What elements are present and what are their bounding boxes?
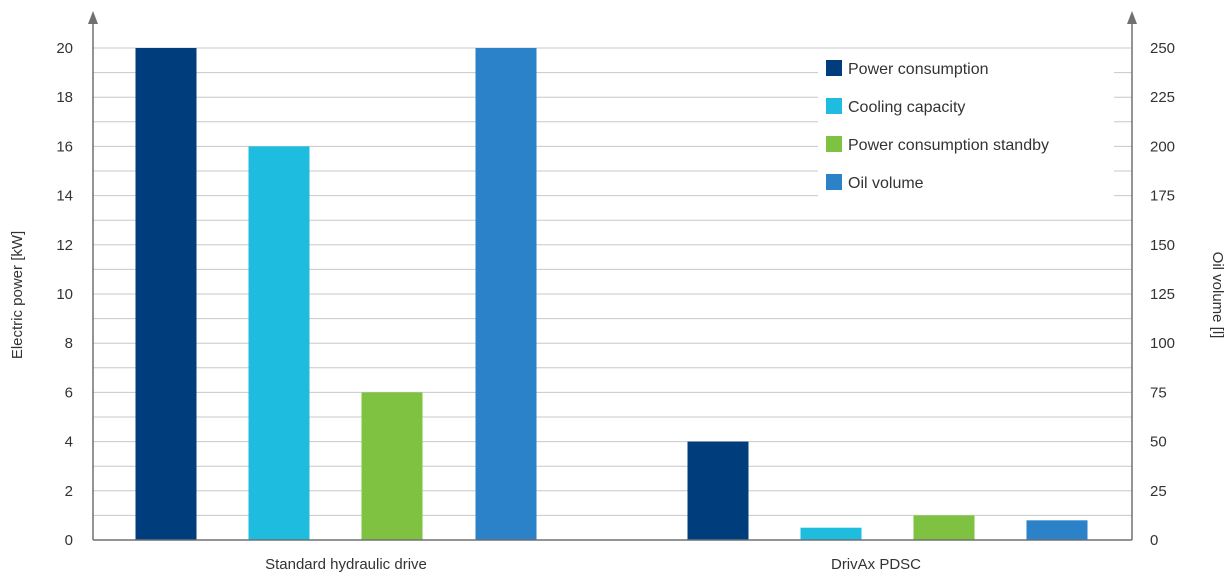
left-axis-arrow-icon: [88, 11, 98, 24]
category-label: DrivAx PDSC: [831, 556, 921, 573]
right-tick-label: 125: [1150, 286, 1175, 303]
right-tick-label: 25: [1150, 483, 1167, 500]
right-axis-ticks: 0 25 50 75 100 125 150 175 200 225 250: [1150, 40, 1175, 549]
left-tick-label: 14: [56, 188, 73, 205]
legend-swatch: [826, 98, 842, 114]
bar-power-consumption: [135, 48, 197, 540]
bars: [135, 48, 1088, 540]
bar-power-consumption-standby: [913, 515, 975, 540]
left-axis-title: Electric power [kW]: [9, 231, 26, 359]
legend-label: Power consumption: [848, 61, 989, 78]
right-tick-label: 50: [1150, 434, 1167, 451]
right-tick-label: 225: [1150, 89, 1175, 106]
left-tick-label: 18: [56, 89, 73, 106]
category-labels: Standard hydraulic drive DrivAx PDSC: [265, 556, 921, 573]
axes: [88, 11, 1137, 541]
right-tick-label: 175: [1150, 188, 1175, 205]
right-axis-arrow-icon: [1127, 11, 1137, 24]
bar-cooling-capacity: [248, 146, 310, 540]
right-tick-label: 100: [1150, 335, 1175, 352]
left-axis-ticks: 0 2 4 6 8 10 12 14 16 18 20: [56, 40, 73, 549]
left-tick-label: 20: [56, 40, 73, 57]
bar-oil-volume: [475, 48, 537, 540]
right-tick-label: 200: [1150, 138, 1175, 155]
left-tick-label: 0: [65, 532, 73, 549]
right-tick-label: 250: [1150, 40, 1175, 57]
right-tick-label: 75: [1150, 384, 1167, 401]
bar-cooling-capacity: [800, 527, 862, 540]
category-label: Standard hydraulic drive: [265, 556, 427, 573]
bar-oil-volume: [1026, 520, 1088, 540]
left-tick-label: 2: [65, 483, 73, 500]
right-tick-label: 150: [1150, 237, 1175, 254]
left-tick-label: 16: [56, 138, 73, 155]
legend-label: Oil volume: [848, 175, 924, 192]
right-tick-label: 0: [1150, 532, 1158, 549]
left-tick-label: 6: [65, 384, 73, 401]
left-tick-label: 4: [65, 434, 73, 451]
bar-power-consumption-standby: [361, 392, 423, 540]
left-tick-label: 12: [56, 237, 73, 254]
legend-swatch: [826, 174, 842, 190]
left-tick-label: 8: [65, 335, 73, 352]
legend: Power consumption Cooling capacity Power c…: [818, 52, 1114, 202]
legend-label: Power consumption standby: [848, 137, 1049, 154]
bar-power-consumption: [687, 441, 749, 540]
legend-swatch: [826, 60, 842, 76]
left-tick-label: 10: [56, 286, 73, 303]
legend-label: Cooling capacity: [848, 99, 965, 116]
legend-background: [818, 52, 1114, 202]
legend-swatch: [826, 136, 842, 152]
right-axis-title: Oil volume [l]: [1209, 252, 1226, 339]
